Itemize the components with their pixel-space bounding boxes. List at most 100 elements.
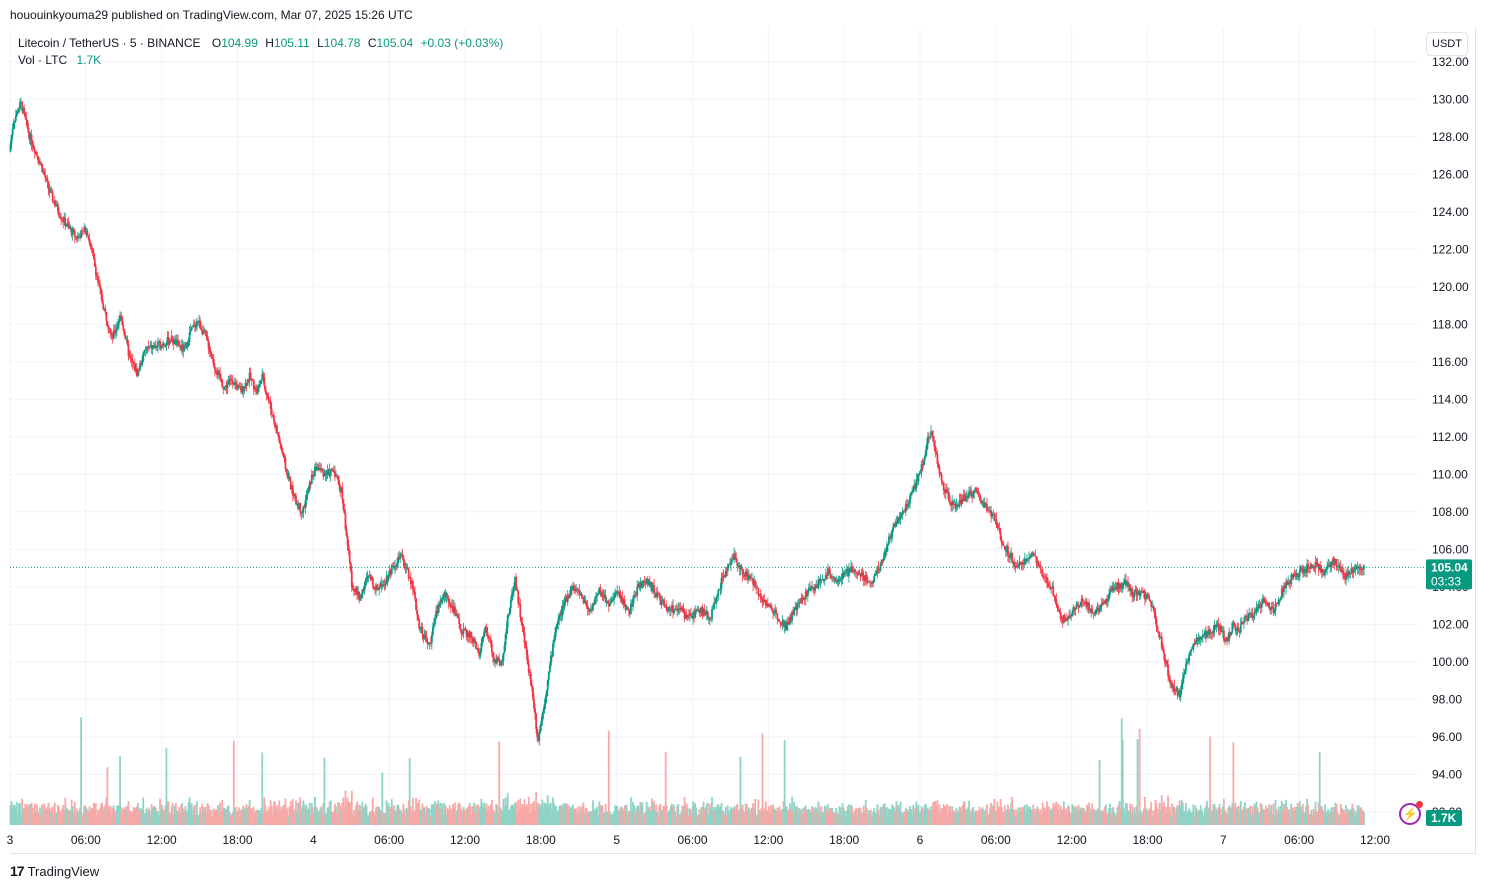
candle-body xyxy=(109,332,112,334)
volume-bar xyxy=(143,812,146,825)
candle-body xyxy=(12,122,15,129)
candle-body xyxy=(277,433,279,436)
candle-body xyxy=(1239,624,1242,633)
candle-body xyxy=(342,499,345,510)
candle-body xyxy=(962,494,965,501)
candle-body xyxy=(566,595,569,603)
volume-bar xyxy=(659,803,662,825)
candle-body xyxy=(554,632,556,641)
candle-body xyxy=(374,588,376,591)
y-tick-label: 120.00 xyxy=(1432,280,1469,294)
volume-bar xyxy=(918,814,921,825)
volume-bar xyxy=(710,807,712,825)
volume-bar xyxy=(1106,812,1108,825)
volume-bar xyxy=(581,805,584,825)
candle-body xyxy=(470,637,473,638)
volume-bar xyxy=(784,805,787,825)
volume-bar xyxy=(481,803,484,825)
volume-bar xyxy=(257,810,259,825)
candle-body xyxy=(328,469,331,476)
y-tick-label: 122.00 xyxy=(1432,242,1469,256)
candle-body xyxy=(888,536,890,544)
candle-body xyxy=(492,652,494,658)
legend-symbol[interactable]: Litecoin / TetherUS · 5 · BINANCE xyxy=(18,36,201,50)
volume-bar xyxy=(724,806,727,825)
candle-body xyxy=(28,132,31,141)
candle-body xyxy=(829,569,831,576)
candle-body xyxy=(1196,637,1199,641)
volume-bar xyxy=(416,802,418,825)
volume-bar xyxy=(646,806,649,825)
volume-bar xyxy=(1141,812,1144,825)
volume-bar xyxy=(161,804,164,825)
candle-body xyxy=(957,506,960,508)
volume-bar xyxy=(712,809,714,825)
volume-bar xyxy=(132,806,135,825)
candle-body xyxy=(334,471,336,477)
candle-body xyxy=(487,636,490,639)
volume-bar xyxy=(111,807,114,825)
candle-body xyxy=(1135,590,1138,596)
volume-bar xyxy=(1168,811,1171,825)
candle-body xyxy=(530,684,533,688)
legend-volume-label[interactable]: Vol · LTC xyxy=(18,53,68,67)
volume-bar xyxy=(691,813,693,825)
candle-body xyxy=(1340,570,1343,572)
candle-body xyxy=(1242,621,1245,624)
candle-body xyxy=(612,599,614,601)
candle-body xyxy=(1320,569,1323,573)
candle-body xyxy=(81,230,84,232)
volume-bar xyxy=(1277,806,1280,825)
volume-bar xyxy=(1181,802,1184,825)
volume-bar xyxy=(740,808,743,825)
volume-bar xyxy=(442,814,445,825)
candle-body xyxy=(282,452,285,455)
volume-bar xyxy=(306,808,309,825)
volume-bar xyxy=(775,810,778,825)
candle-body xyxy=(1246,616,1248,621)
volume-bar xyxy=(895,801,898,825)
volume-bar xyxy=(187,802,190,825)
candle-body xyxy=(942,482,945,491)
volume-bar xyxy=(457,804,460,825)
volume-bar xyxy=(932,802,935,825)
volume-bar xyxy=(841,803,844,825)
volume-bar xyxy=(718,807,721,825)
candle-body xyxy=(47,181,50,189)
volume-bar xyxy=(859,807,862,825)
tradingview-logo[interactable]: 17 TradingView xyxy=(10,863,99,879)
volume-bar xyxy=(428,808,431,825)
candle-body xyxy=(1344,577,1346,580)
volume-bar xyxy=(374,815,376,825)
candle-body xyxy=(1180,683,1183,691)
candle-body xyxy=(192,324,195,326)
volume-bar xyxy=(304,804,307,825)
candle-body xyxy=(27,127,30,133)
candle-body xyxy=(216,373,218,376)
candle-body xyxy=(297,503,299,510)
candle-body xyxy=(696,609,699,611)
volume-bar xyxy=(868,810,870,825)
candle-body xyxy=(320,468,323,471)
volume-bar xyxy=(461,812,464,825)
volume-bar xyxy=(1337,814,1340,825)
lightning-icon[interactable]: ⚡ xyxy=(1399,803,1421,825)
volume-bar xyxy=(308,802,311,825)
candle-body xyxy=(38,159,40,163)
x-tick-label: 06:00 xyxy=(677,833,707,847)
x-tick-label: 06:00 xyxy=(981,833,1011,847)
candle-body xyxy=(793,609,796,615)
volume-bar xyxy=(1320,806,1323,825)
candle-body xyxy=(252,380,255,390)
volume-bar xyxy=(60,814,62,825)
volume-bar xyxy=(219,802,222,825)
volume-bar xyxy=(643,812,646,825)
volume-bar xyxy=(335,806,337,825)
currency-button[interactable]: USDT xyxy=(1426,32,1468,56)
volume-bar xyxy=(369,811,372,825)
candle-body xyxy=(42,170,45,172)
candle-body xyxy=(238,385,240,387)
candle-body xyxy=(490,643,493,653)
candle-body xyxy=(1090,608,1093,612)
